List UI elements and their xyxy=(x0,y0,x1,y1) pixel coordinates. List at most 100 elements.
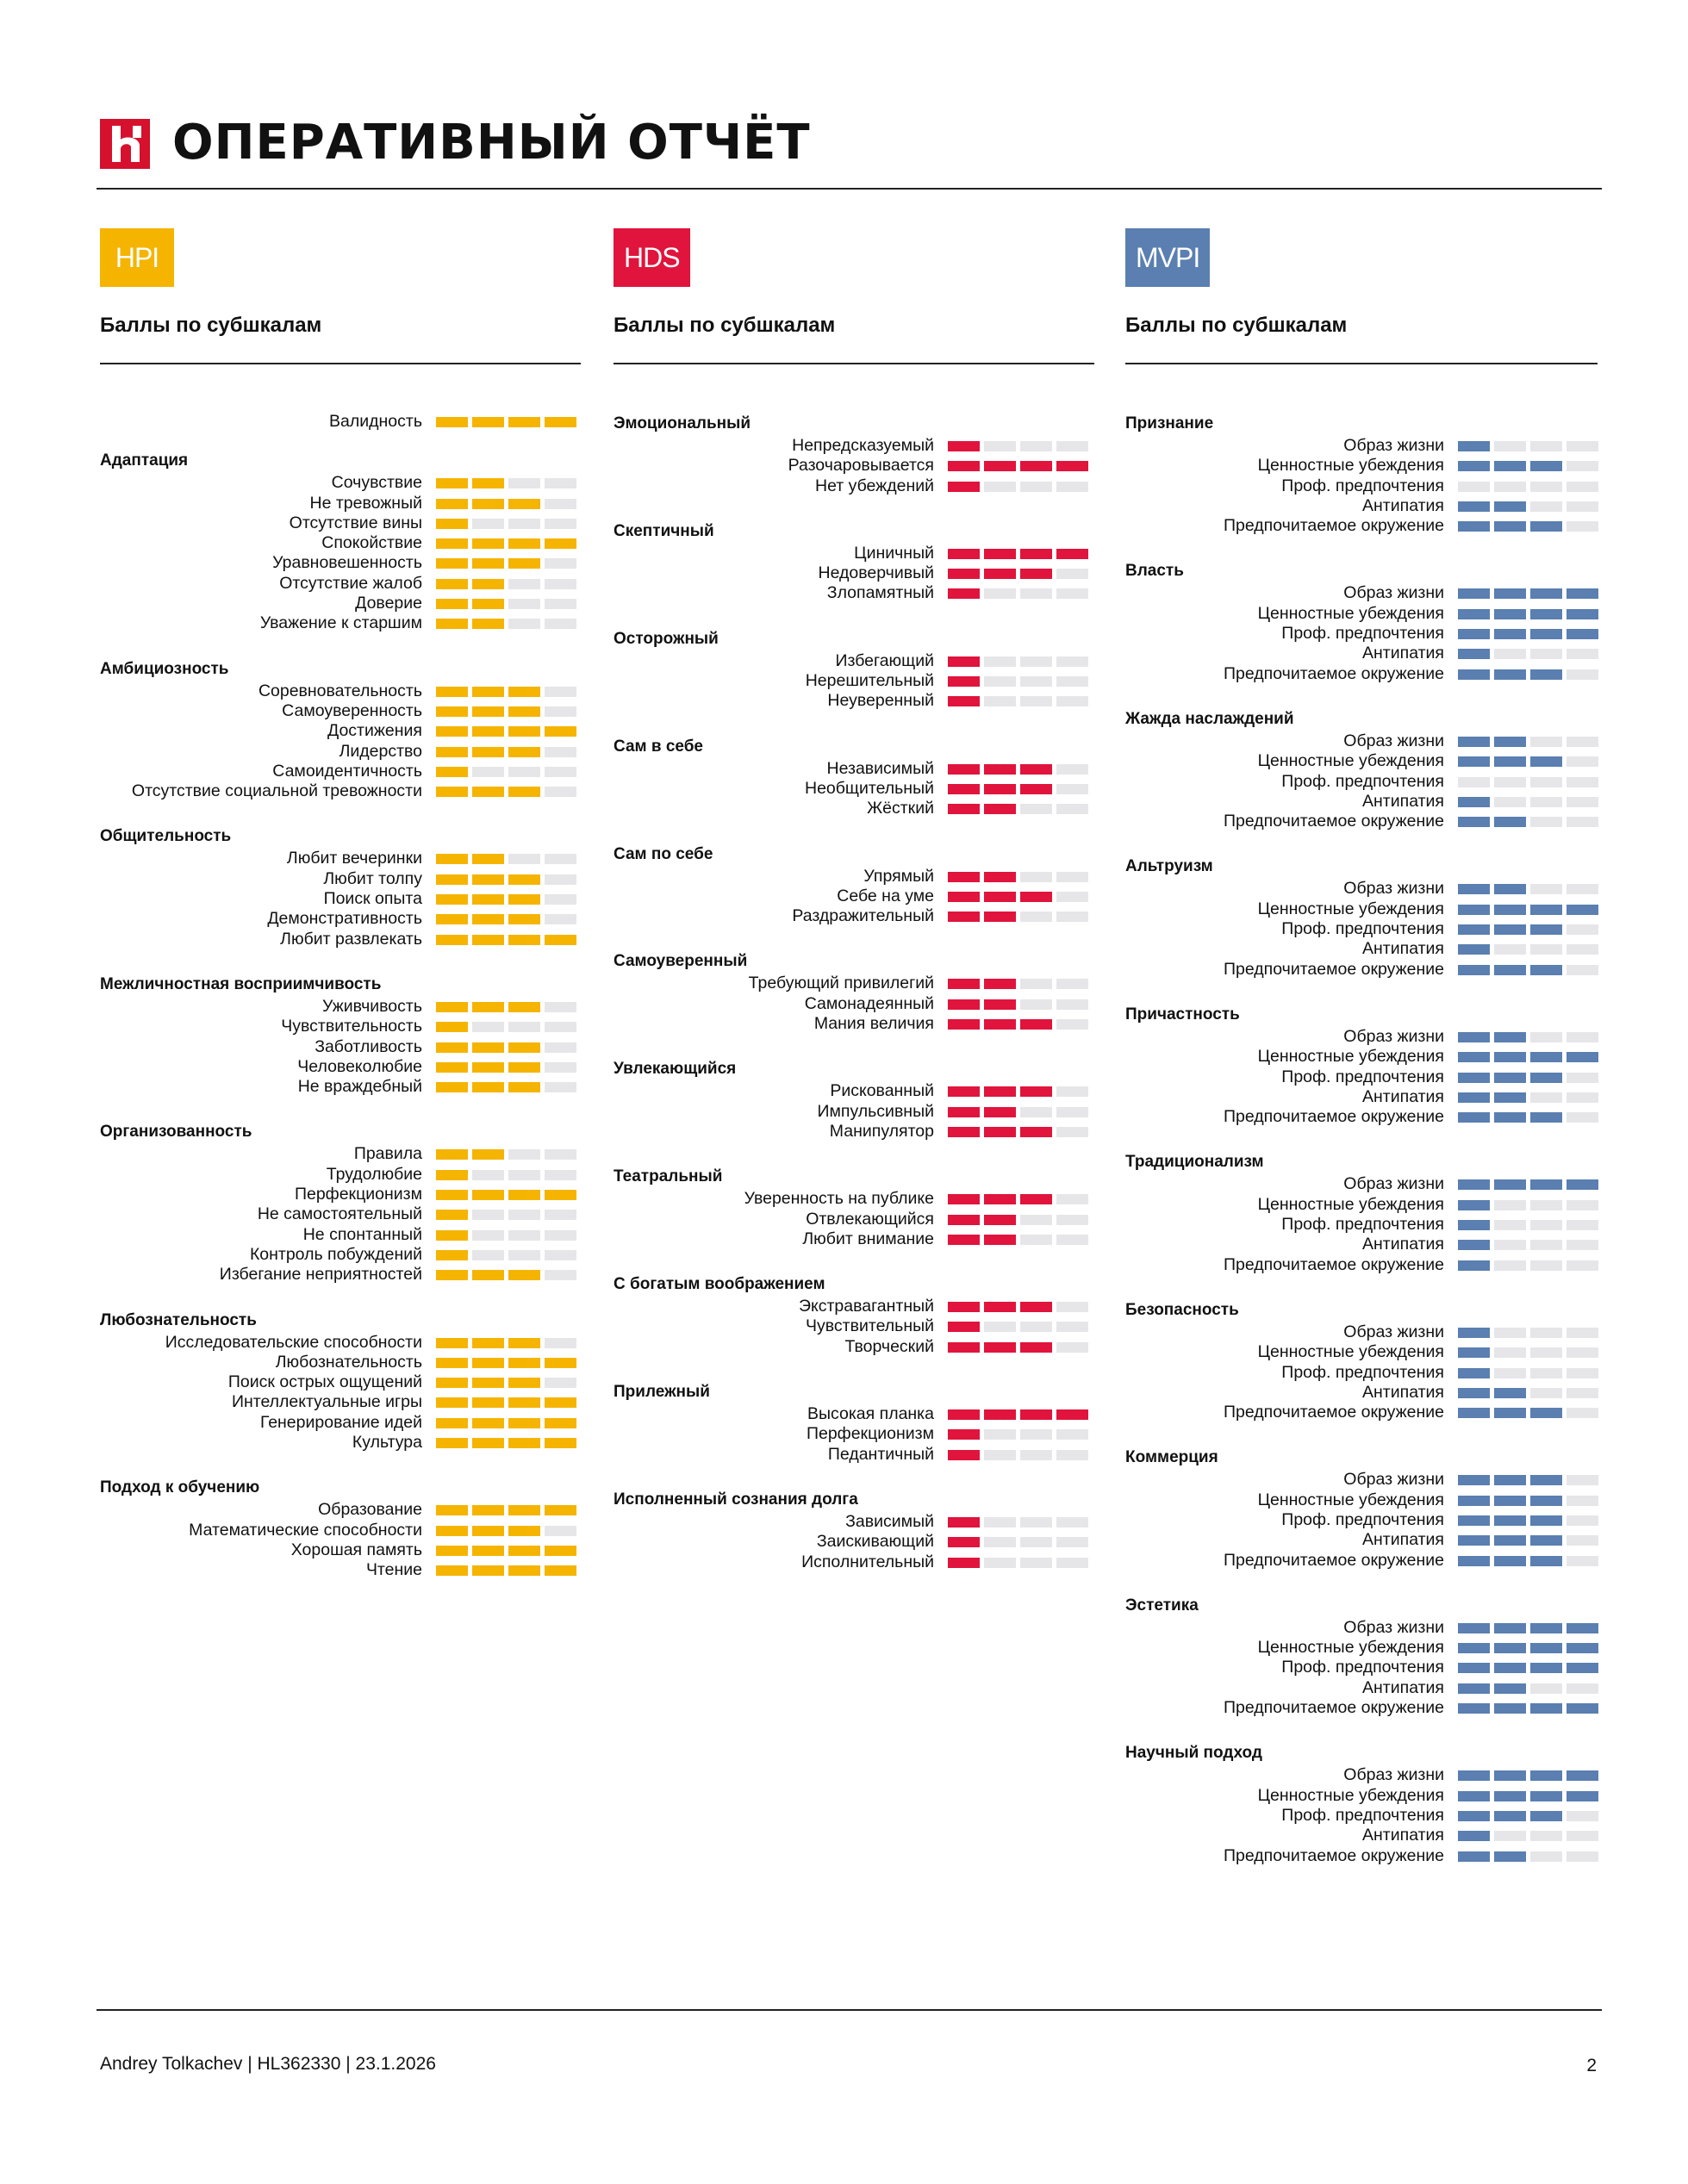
score-bar xyxy=(1458,1851,1598,1862)
bar-segment-filled xyxy=(1458,1199,1490,1210)
bar-segment-empty xyxy=(1530,1220,1562,1231)
subscale-row: Предпочитаемое окружение xyxy=(1125,1698,1598,1718)
bar-segment-filled xyxy=(1530,1179,1562,1191)
bar-segment-empty xyxy=(545,578,576,589)
bar-segment-filled xyxy=(984,912,1016,923)
bar-segment-filled xyxy=(1530,1790,1562,1801)
bar-segment-empty xyxy=(1567,1515,1598,1526)
bar-segment-empty xyxy=(1020,1557,1052,1568)
bar-segment-filled xyxy=(1494,1810,1526,1821)
subscale-row: Антипатия xyxy=(1125,1235,1598,1254)
bar-segment-filled xyxy=(1494,1683,1526,1694)
bar-segment-filled xyxy=(545,1397,576,1409)
bar-segment-filled xyxy=(984,548,1016,559)
subscale-row: Не враждебный xyxy=(100,1077,581,1097)
scale-section: Причастность Образ жизни Ценностные убежде… xyxy=(1125,1003,1598,1127)
bar-segment-empty xyxy=(545,1149,576,1160)
score-bar xyxy=(948,1194,1088,1205)
bar-segment-filled xyxy=(1567,588,1598,600)
subscale-label: Предпочитаемое окружение xyxy=(1224,1254,1444,1274)
bar-segment-filled xyxy=(1567,1622,1598,1633)
score-bar xyxy=(436,1397,576,1409)
score-bar xyxy=(948,441,1088,451)
subscale-label: Циничный xyxy=(854,543,934,563)
bar-segment-filled xyxy=(948,979,980,990)
bar-segment-empty xyxy=(508,619,540,630)
subscale-row: Антипатия xyxy=(1125,496,1598,516)
scale-section: Театральный Уверенность на публике Отвлека… xyxy=(614,1165,1094,1249)
bar-segment-filled xyxy=(948,1086,980,1098)
bar-segment-filled xyxy=(1530,1703,1562,1714)
bar-segment-filled xyxy=(1494,588,1526,600)
bar-segment-filled xyxy=(1567,1643,1598,1654)
bar-segment-filled xyxy=(1020,1194,1052,1205)
bar-segment-filled xyxy=(508,934,540,945)
bar-segment-filled xyxy=(472,1545,504,1556)
bar-segment-empty xyxy=(984,441,1016,451)
subscale-row: Антипатия xyxy=(1125,1826,1598,1845)
bar-segment-empty xyxy=(545,914,576,925)
bar-segment-empty xyxy=(545,599,576,610)
bar-segment-empty xyxy=(508,766,540,777)
bar-segment-empty xyxy=(1530,1199,1562,1210)
section-title: Скептичный xyxy=(614,521,714,540)
hpi-subtitle: Баллы по субшкалам xyxy=(100,313,581,364)
subscale-row: Отвлекающийся xyxy=(614,1210,1094,1229)
bar-segment-empty xyxy=(1020,1429,1052,1440)
bar-segment-empty xyxy=(545,854,576,865)
bar-segment-filled xyxy=(1056,548,1088,559)
subscale-label: Образ жизни xyxy=(1343,1174,1444,1194)
bar-segment-filled xyxy=(436,854,468,865)
score-bar xyxy=(436,1082,576,1093)
bar-segment-empty xyxy=(1567,1260,1598,1271)
bar-segment-filled xyxy=(948,1341,980,1353)
score-bar xyxy=(436,1337,576,1348)
bar-segment-filled xyxy=(1020,1409,1052,1421)
subscale-label: Антипатия xyxy=(1362,939,1444,959)
bar-segment-filled xyxy=(1567,1703,1598,1714)
bar-segment-filled xyxy=(1494,521,1526,532)
subscale-row: Демонстративность xyxy=(100,909,581,929)
subscale-row: Перфекционизм xyxy=(100,1185,581,1204)
subscale-row: Уживчивость xyxy=(100,997,581,1017)
score-bar xyxy=(1458,588,1598,600)
subscale-row: Антипатия xyxy=(1125,1678,1598,1698)
subscale-row: Контроль побуждений xyxy=(100,1245,581,1265)
hpi-sections: Валидность Адаптация Сочувствие Не тревожны… xyxy=(100,412,581,1580)
bar-segment-filled xyxy=(472,538,504,550)
bar-segment-empty xyxy=(545,686,576,697)
bar-segment-filled xyxy=(1020,569,1052,580)
subscale-row: Отсутствие социальной тревожности xyxy=(100,781,581,801)
bar-segment-filled xyxy=(436,1565,468,1577)
score-bar xyxy=(1458,649,1598,660)
bar-segment-filled xyxy=(948,1537,980,1548)
subscale-row: Перфекционизм xyxy=(614,1424,1094,1444)
bar-segment-filled xyxy=(472,478,504,489)
hds-subtitle: Баллы по субшкалам xyxy=(614,313,1094,364)
bar-segment-empty xyxy=(1056,1429,1088,1440)
subscale-row: Ценностные убеждения xyxy=(1125,604,1598,624)
subscale-label: Образование xyxy=(318,1500,422,1520)
bar-segment-filled xyxy=(508,498,540,509)
bar-segment-filled xyxy=(1530,1810,1562,1821)
bar-segment-empty xyxy=(545,558,576,569)
bar-segment-empty xyxy=(1056,1557,1088,1568)
score-bar xyxy=(948,1516,1088,1528)
score-bar xyxy=(948,1106,1088,1117)
bar-segment-empty xyxy=(1567,736,1598,747)
bar-segment-empty xyxy=(1567,461,1598,472)
bar-segment-filled xyxy=(1494,629,1526,640)
bar-segment-empty xyxy=(1056,1019,1088,1030)
bar-segment-empty xyxy=(1530,776,1562,787)
score-bar xyxy=(1458,501,1598,512)
bar-segment-filled xyxy=(436,478,468,489)
subscale-label: Проф. предпочтения xyxy=(1281,1658,1444,1677)
bar-segment-empty xyxy=(984,588,1016,600)
bar-segment-filled xyxy=(1494,904,1526,915)
subscale-row: Проф. предпочтения xyxy=(1125,1806,1598,1826)
bar-segment-filled xyxy=(948,1214,980,1225)
bar-segment-empty xyxy=(545,706,576,717)
bar-segment-filled xyxy=(545,1545,576,1556)
subscale-label: Антипатия xyxy=(1362,1235,1444,1254)
score-bar xyxy=(948,676,1088,688)
